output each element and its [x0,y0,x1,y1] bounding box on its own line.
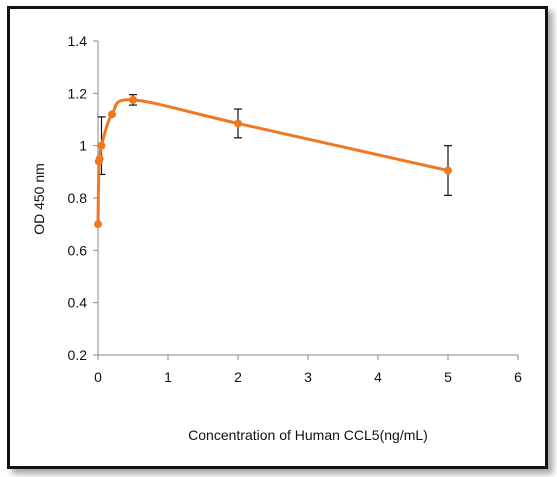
data-point [129,95,137,104]
chart-frame [7,6,548,469]
chart-axes: 0.2 0.4 0.6 0.8 1 1.2 1.4 0 1 2 3 4 5 6 [68,33,523,385]
x-tick-label: 2 [234,369,242,385]
x-tick-label: 6 [514,369,522,385]
x-tick-label: 3 [304,369,312,385]
series-line [96,98,449,225]
y-tick-label: 1.2 [68,85,88,101]
y-tick-label: 0.4 [68,295,88,311]
data-point [95,154,104,163]
y-axis-label: OD 450 nm [31,163,47,235]
y-tick-label: 1.4 [68,33,88,49]
data-point [97,141,106,150]
data-point [234,119,242,128]
data-point [444,166,452,175]
x-axis-label: Concentration of Human CCL5(ng/mL) [188,427,428,443]
x-tick-label: 1 [164,369,172,385]
data-point [108,110,116,119]
data-points [94,95,452,229]
x-tick-label: 5 [444,369,452,385]
x-tick-label: 4 [374,369,382,385]
y-tick-label: 1 [79,138,87,154]
y-tick-label: 0.2 [68,347,88,363]
data-point [94,220,102,229]
x-tick-label: 0 [94,369,102,385]
error-bars [97,94,452,196]
y-tick-label: 0.8 [68,190,88,206]
y-tick-label: 0.6 [68,242,88,258]
